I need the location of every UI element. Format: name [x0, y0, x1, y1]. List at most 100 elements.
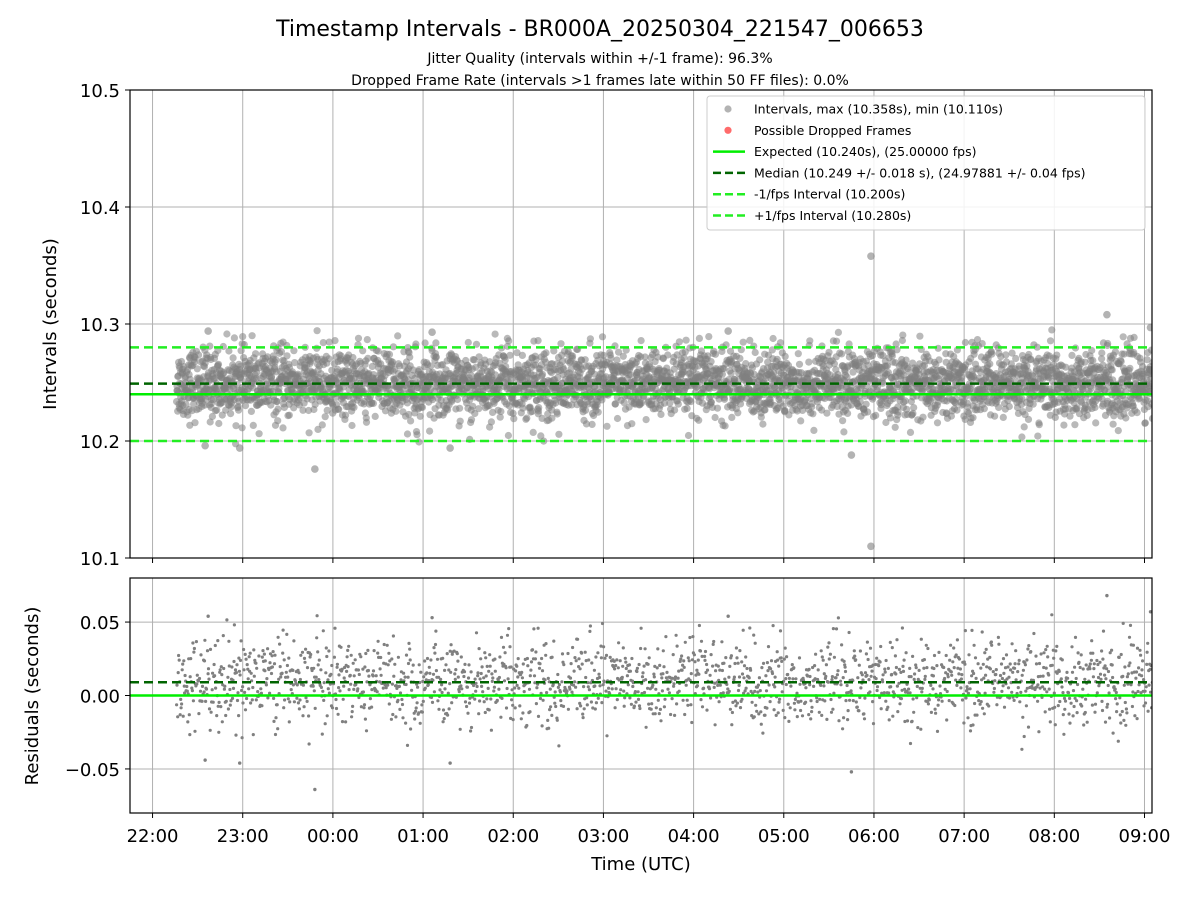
residual-point [402, 671, 406, 675]
interval-point [454, 395, 462, 404]
residual-point [227, 639, 231, 643]
residual-point [408, 647, 412, 651]
residual-point [324, 646, 328, 650]
residual-point [423, 659, 427, 663]
interval-outlier-point [867, 252, 875, 260]
residual-point [622, 689, 626, 693]
residual-point [596, 696, 600, 700]
residual-point [398, 707, 402, 712]
residual-point [362, 703, 367, 707]
residual-point [421, 679, 425, 684]
residual-point [269, 671, 274, 676]
residual-point [541, 698, 545, 702]
residual-point [677, 689, 681, 693]
interval-point [491, 330, 499, 338]
interval-outlier-point [201, 441, 209, 450]
interval-point [1122, 414, 1130, 422]
interval-point [290, 347, 298, 355]
residual-point [394, 715, 398, 719]
residual-point [199, 653, 203, 657]
interval-point [695, 416, 703, 424]
interval-point [1083, 411, 1091, 420]
residual-point [298, 677, 302, 682]
interval-point [711, 350, 720, 358]
residual-point [679, 657, 683, 661]
residual-point [473, 677, 477, 681]
residual-point [421, 699, 425, 704]
interval-point [214, 360, 223, 368]
interval-point [542, 349, 550, 357]
residual-point [637, 662, 641, 667]
residual-point [684, 683, 688, 687]
interval-point [919, 413, 927, 421]
residual-point [338, 689, 342, 693]
residual-point [411, 663, 415, 667]
residual-point [697, 672, 701, 676]
residual-point [317, 658, 321, 662]
residual-point [278, 642, 282, 646]
residual-point [708, 673, 712, 677]
residual-point [427, 665, 431, 669]
residual-point [653, 712, 657, 716]
interval-point [935, 356, 943, 364]
residual-point [334, 697, 338, 702]
residual-point [689, 672, 693, 676]
residual-point [183, 673, 187, 678]
residual-point [450, 701, 454, 705]
residual-point [299, 653, 303, 657]
residual-point [420, 710, 424, 714]
interval-point [902, 356, 910, 364]
residual-point [397, 684, 401, 689]
residual-point [474, 631, 479, 635]
residual-point [217, 700, 221, 705]
residual-point [185, 689, 189, 693]
residual-point [580, 662, 584, 666]
residual-point [669, 712, 673, 717]
legend-item: Intervals, max (10.358s), min (10.110s) [724, 102, 1003, 117]
interval-point [213, 385, 221, 393]
residual-point [589, 700, 594, 704]
residual-point [295, 696, 299, 700]
residual-point [371, 669, 376, 673]
interval-point [1089, 356, 1097, 365]
residual-point [661, 672, 665, 676]
residual-point [321, 689, 325, 693]
residual-point [469, 670, 473, 674]
residual-point [202, 659, 207, 663]
residual-point [573, 680, 577, 684]
residual-point [552, 639, 556, 643]
interval-point [191, 419, 199, 427]
interval-point [839, 417, 847, 425]
interval-point [323, 406, 331, 414]
residual-point [431, 672, 436, 676]
residual-point [672, 682, 676, 686]
interval-point [274, 417, 282, 425]
residual-point [376, 651, 380, 655]
residual-point [675, 644, 679, 648]
residual-point [335, 662, 339, 666]
residual-point [182, 659, 186, 663]
interval-point [986, 360, 994, 368]
residual-point [480, 684, 484, 689]
interval-point [371, 412, 379, 420]
residual-point [181, 662, 185, 666]
residual-point [327, 649, 331, 653]
residual-point [422, 675, 426, 679]
residual-point [432, 690, 436, 694]
residual-point [272, 719, 276, 724]
interval-point [794, 350, 802, 358]
interval-point [467, 416, 476, 424]
residual-point [615, 658, 619, 662]
residual-point [711, 642, 715, 647]
residual-point [260, 655, 264, 659]
residual-point [614, 663, 618, 668]
residual-point [466, 676, 471, 680]
residual-point [248, 651, 252, 655]
residual-point [205, 649, 210, 653]
residual-point [319, 685, 323, 690]
residual-point [425, 671, 429, 675]
residual-point [682, 659, 686, 663]
interval-outlier-point [428, 328, 436, 336]
residual-point [204, 699, 208, 704]
residual-point [285, 663, 289, 668]
